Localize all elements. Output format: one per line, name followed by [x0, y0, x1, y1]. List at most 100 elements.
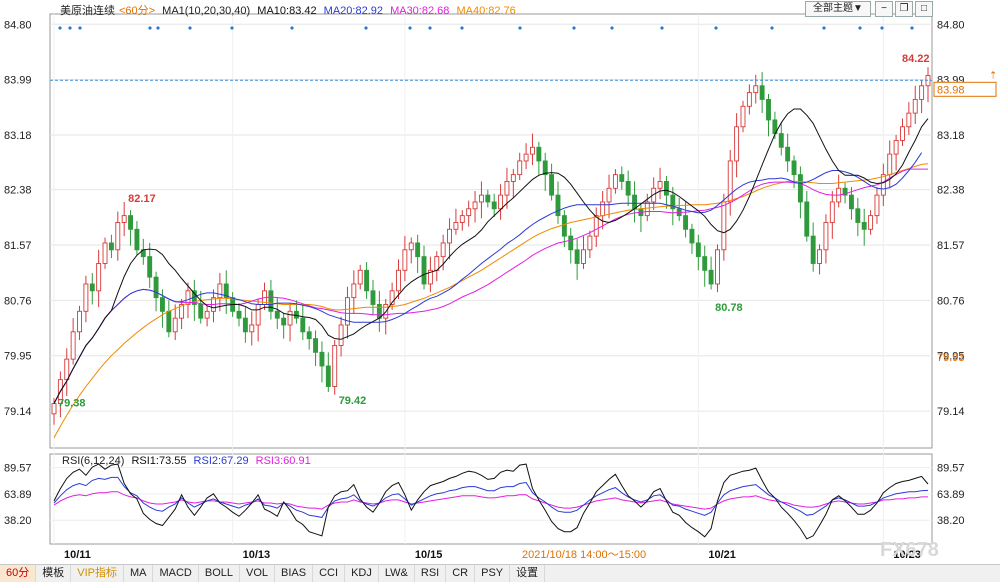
low-annotation: 79.42: [339, 395, 367, 407]
theme-dropdown[interactable]: 全部主题▼: [805, 1, 871, 17]
ma-label[interactable]: MA1(10,20,30,40): [162, 5, 251, 17]
event-marker: [858, 26, 862, 30]
toolbar-item-bias[interactable]: BIAS: [275, 565, 314, 582]
maximize-icon[interactable]: □: [915, 1, 933, 17]
rsi1-value: RSI1:73.55: [131, 455, 187, 467]
toolbar-item-settings[interactable]: 设置: [510, 565, 546, 582]
date-label: 10/11: [64, 549, 91, 561]
restore-icon[interactable]: ❐: [895, 1, 913, 17]
candle-body: [848, 194, 854, 210]
candle-body: [166, 310, 172, 333]
symbol-name: 美原油连续: [60, 5, 115, 17]
candle-body: [408, 242, 414, 251]
candle-body: [415, 242, 421, 258]
event-marker: [460, 26, 464, 30]
indicator-toolbar: 60分 模板 VIP指标 MA MACD BOLL VOL BIAS CCI K…: [0, 564, 1000, 582]
toolbar-item-kdj[interactable]: KDJ: [345, 565, 379, 582]
event-marker: [610, 26, 614, 30]
ma10-line: [53, 108, 929, 404]
event-marker: [910, 26, 914, 30]
candle-body: [396, 269, 401, 292]
toolbar-item-vip[interactable]: VIP指标: [71, 565, 124, 582]
price-tick-left: 81.57: [4, 240, 32, 252]
toolbar-item-macd[interactable]: MACD: [153, 565, 199, 582]
candle-body: [293, 310, 299, 319]
candle-body: [791, 160, 797, 176]
candle-body: [89, 283, 95, 292]
toolbar-item-ma[interactable]: MA: [124, 565, 154, 582]
candle-body: [708, 269, 714, 285]
candle-body: [632, 194, 637, 210]
period-label: <60分>: [119, 5, 156, 17]
chart-header: 美原油连续 <60分> MA1(10,20,30,40) MA10:83.42 M…: [60, 2, 520, 18]
minimize-icon[interactable]: −: [875, 1, 893, 17]
price-arrow-icon: ⇡: [989, 70, 997, 81]
price-chart[interactable]: 84.8084.8083.9983.9983.1883.1882.3882.38…: [0, 0, 1000, 564]
candle-body: [785, 146, 791, 162]
date-label: 10/23: [893, 549, 921, 561]
candle-body: [459, 215, 465, 223]
date-label: 10/13: [243, 549, 271, 561]
candle-body: [842, 187, 848, 196]
rsi-tick-right: 89.57: [937, 463, 965, 475]
candle-body: [287, 310, 293, 326]
candle-body: [389, 290, 395, 305]
event-marker: [364, 26, 368, 30]
price-tick-right: 84.80: [937, 19, 965, 31]
candle-body: [223, 283, 229, 299]
toolbar-item-boll[interactable]: BOLL: [199, 565, 241, 582]
rsi-tick-right: 38.20: [937, 515, 965, 527]
candle-body: [740, 105, 746, 128]
price-tick-right: 83.18: [937, 130, 965, 142]
toolbar-item-vol[interactable]: VOL: [240, 565, 276, 582]
toolbar-item-lw[interactable]: LW&: [379, 565, 415, 582]
candle-body: [874, 194, 880, 217]
toolbar-item-cci[interactable]: CCI: [313, 565, 346, 582]
event-marker: [68, 26, 72, 30]
candle-body: [357, 269, 363, 285]
candle-body: [217, 283, 223, 299]
event-marker: [572, 26, 576, 30]
period-selector[interactable]: 60分: [0, 565, 37, 582]
candle-body: [593, 215, 599, 237]
candle-body: [542, 160, 548, 176]
toolbar-item-template[interactable]: 模板: [36, 565, 72, 582]
candle-body: [753, 85, 759, 94]
candle-body: [134, 228, 140, 251]
toolbar-item-psy[interactable]: PSY: [475, 565, 511, 582]
candle-body: [319, 351, 325, 367]
candle-body: [510, 174, 516, 182]
toolbar-item-rsi[interactable]: RSI: [415, 565, 447, 582]
event-marker: [230, 26, 234, 30]
ma30-value: MA30:82.68: [390, 5, 450, 17]
candle-body: [345, 297, 350, 326]
event-marker: [518, 26, 522, 30]
candle-body: [663, 180, 669, 196]
price-tick-left: 84.80: [4, 19, 32, 31]
date-label: 10/15: [415, 549, 443, 561]
candle-body: [523, 153, 529, 162]
rsi-panel-frame: [49, 453, 933, 545]
candle-body: [683, 215, 689, 230]
event-marker: [58, 26, 62, 30]
rsi2-value: RSI2:67.29: [193, 455, 249, 467]
candle-body: [912, 98, 918, 114]
toolbar-item-cr[interactable]: CR: [446, 565, 476, 582]
last-price-value: 83.98: [937, 84, 965, 96]
price-tick-left: 80.76: [4, 295, 32, 307]
candle-body: [447, 228, 452, 244]
ma20-line: [53, 152, 923, 404]
rsi-tick-left: 89.57: [4, 463, 32, 475]
candle-body: [70, 331, 76, 360]
low-annotation: 80.78: [715, 302, 743, 314]
candle-body: [402, 249, 408, 271]
candle-body: [498, 194, 504, 210]
candle-body: [198, 304, 204, 319]
price-tick-left: 79.14: [4, 406, 32, 418]
candle-body: [121, 215, 127, 223]
candle-body: [96, 263, 102, 292]
candle-body: [485, 194, 491, 203]
candle-body: [83, 283, 89, 312]
last-price-tag: [933, 81, 997, 97]
candle-body: [306, 331, 312, 340]
